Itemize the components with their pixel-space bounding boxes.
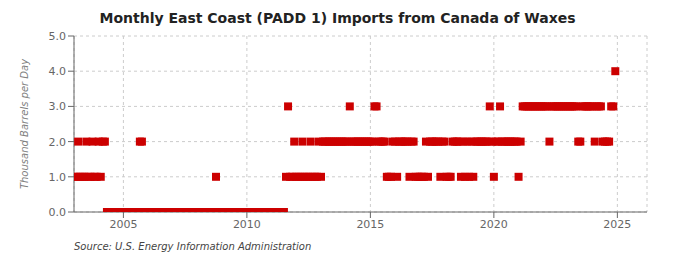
svg-text:2015: 2015: [356, 218, 384, 231]
svg-text:1.0: 1.0: [49, 171, 67, 184]
svg-text:2020: 2020: [480, 218, 508, 231]
svg-text:4.0: 4.0: [49, 65, 67, 78]
svg-text:2010: 2010: [233, 218, 261, 231]
svg-text:3.0: 3.0: [49, 100, 67, 113]
svg-text:0.0: 0.0: [49, 206, 67, 219]
html-text:Monthly East Coast (PADD 1) Im: Monthly East Coast (PADD 1) Imports from…: [99, 10, 576, 26]
svg-text:5.0: 5.0: [49, 30, 67, 43]
html-text:Source: U.S. Energy Informatio: Source: U.S. Energy Information Administ…: [74, 241, 312, 252]
svg-text:2005: 2005: [109, 218, 137, 231]
svg-text:2025: 2025: [603, 218, 631, 231]
svg-text:Thousand Barrels per Day: Thousand Barrels per Day: [19, 58, 30, 189]
svg-text:2.0: 2.0: [49, 136, 67, 149]
